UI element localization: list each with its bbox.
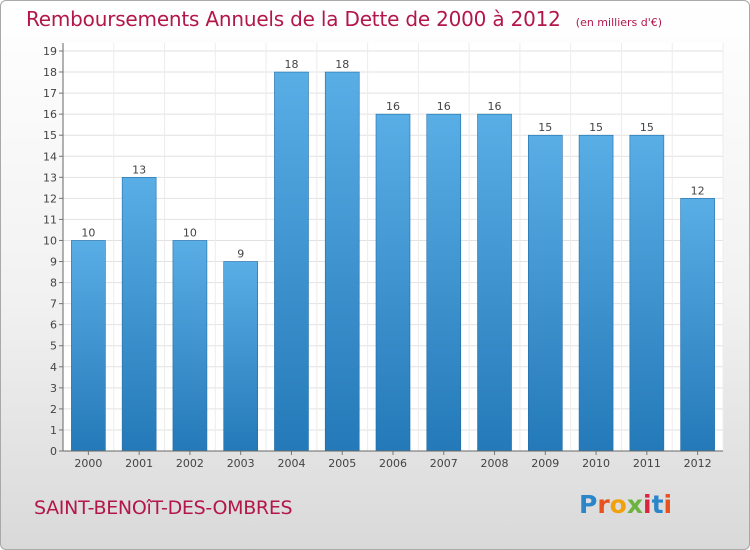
y-tick-label: 16 [43, 108, 57, 121]
data-label-2001: 13 [132, 163, 146, 176]
logo-letter: o [609, 490, 627, 519]
bar-2004 [274, 71, 309, 452]
logo-letter: P [579, 490, 598, 519]
y-tick-label: 13 [43, 171, 57, 184]
bar-2001 [121, 177, 157, 452]
data-label-2002: 10 [183, 226, 197, 239]
logo-letter: i [643, 490, 652, 519]
logo-letter: x [626, 490, 643, 519]
y-tick-label: 0 [50, 445, 57, 458]
y-tick-label: 11 [43, 213, 57, 226]
logo-letter: t [651, 490, 664, 519]
x-tick-label: 2001 [125, 457, 153, 470]
x-tick-label: 2011 [633, 457, 661, 470]
bar-2011 [629, 134, 665, 452]
x-tick-label: 2005 [328, 457, 356, 470]
y-tick-label: 1 [50, 424, 57, 437]
y-tick-label: 4 [50, 361, 57, 374]
x-tick-label: 2006 [379, 457, 407, 470]
y-tick-label: 6 [50, 319, 57, 332]
data-label-2000: 10 [81, 226, 95, 239]
y-tick-label: 15 [43, 129, 57, 142]
bar-2007 [426, 113, 462, 452]
y-tick-label: 12 [43, 192, 57, 205]
data-label-2009: 15 [538, 121, 552, 134]
data-label-2006: 16 [386, 100, 400, 113]
x-tick-label: 2008 [481, 457, 509, 470]
logo-letter: r [597, 490, 610, 519]
chart-title: Remboursements Annuels de la Dette de 20… [26, 7, 561, 31]
x-tick-label: 2007 [430, 457, 458, 470]
data-label-2008: 16 [488, 100, 502, 113]
x-tick-label: 2004 [277, 457, 305, 470]
title-row: Remboursements Annuels de la Dette de 20… [26, 7, 662, 31]
logo-letter: i [663, 490, 673, 519]
x-tick-label: 2012 [684, 457, 712, 470]
bar-2000 [71, 240, 106, 452]
bar-2005 [324, 71, 360, 452]
data-label-2010: 15 [589, 121, 603, 134]
y-tick-label: 19 [43, 45, 57, 58]
chart-unit: (en milliers d'€) [575, 16, 663, 29]
x-tick-label: 2009 [531, 457, 559, 470]
y-tick-label: 9 [50, 256, 57, 269]
bar-2012 [680, 198, 715, 452]
y-tick-label: 5 [50, 340, 57, 353]
y-tick-label: 3 [50, 382, 57, 395]
data-label-2007: 16 [437, 100, 451, 113]
bar-2009 [528, 134, 563, 452]
bar-2010 [578, 134, 614, 452]
bar-2006 [375, 113, 411, 452]
city-name: SAINT-BENOîT-DES-OMBRES [34, 497, 293, 519]
data-label-2003: 9 [237, 248, 244, 261]
x-tick-label: 2002 [176, 457, 204, 470]
bar-2008 [477, 113, 512, 452]
y-tick-label: 14 [43, 150, 57, 163]
y-tick-label: 7 [50, 298, 57, 311]
data-label-2004: 18 [284, 58, 298, 71]
proxiti-logo[interactable]: Proxiti [579, 490, 672, 519]
y-tick-label: 8 [50, 277, 57, 290]
data-label-2011: 15 [640, 121, 654, 134]
bar-2003 [223, 261, 258, 452]
x-tick-label: 2010 [582, 457, 610, 470]
y-tick-label: 17 [43, 87, 57, 100]
data-label-2005: 18 [335, 58, 349, 71]
data-label-2012: 12 [691, 184, 705, 197]
y-tick-label: 10 [43, 234, 57, 247]
x-tick-label: 2003 [227, 457, 255, 470]
y-tick-label: 18 [43, 66, 57, 79]
y-tick-label: 2 [50, 403, 57, 416]
x-tick-label: 2000 [74, 457, 102, 470]
bar-2002 [172, 240, 208, 452]
